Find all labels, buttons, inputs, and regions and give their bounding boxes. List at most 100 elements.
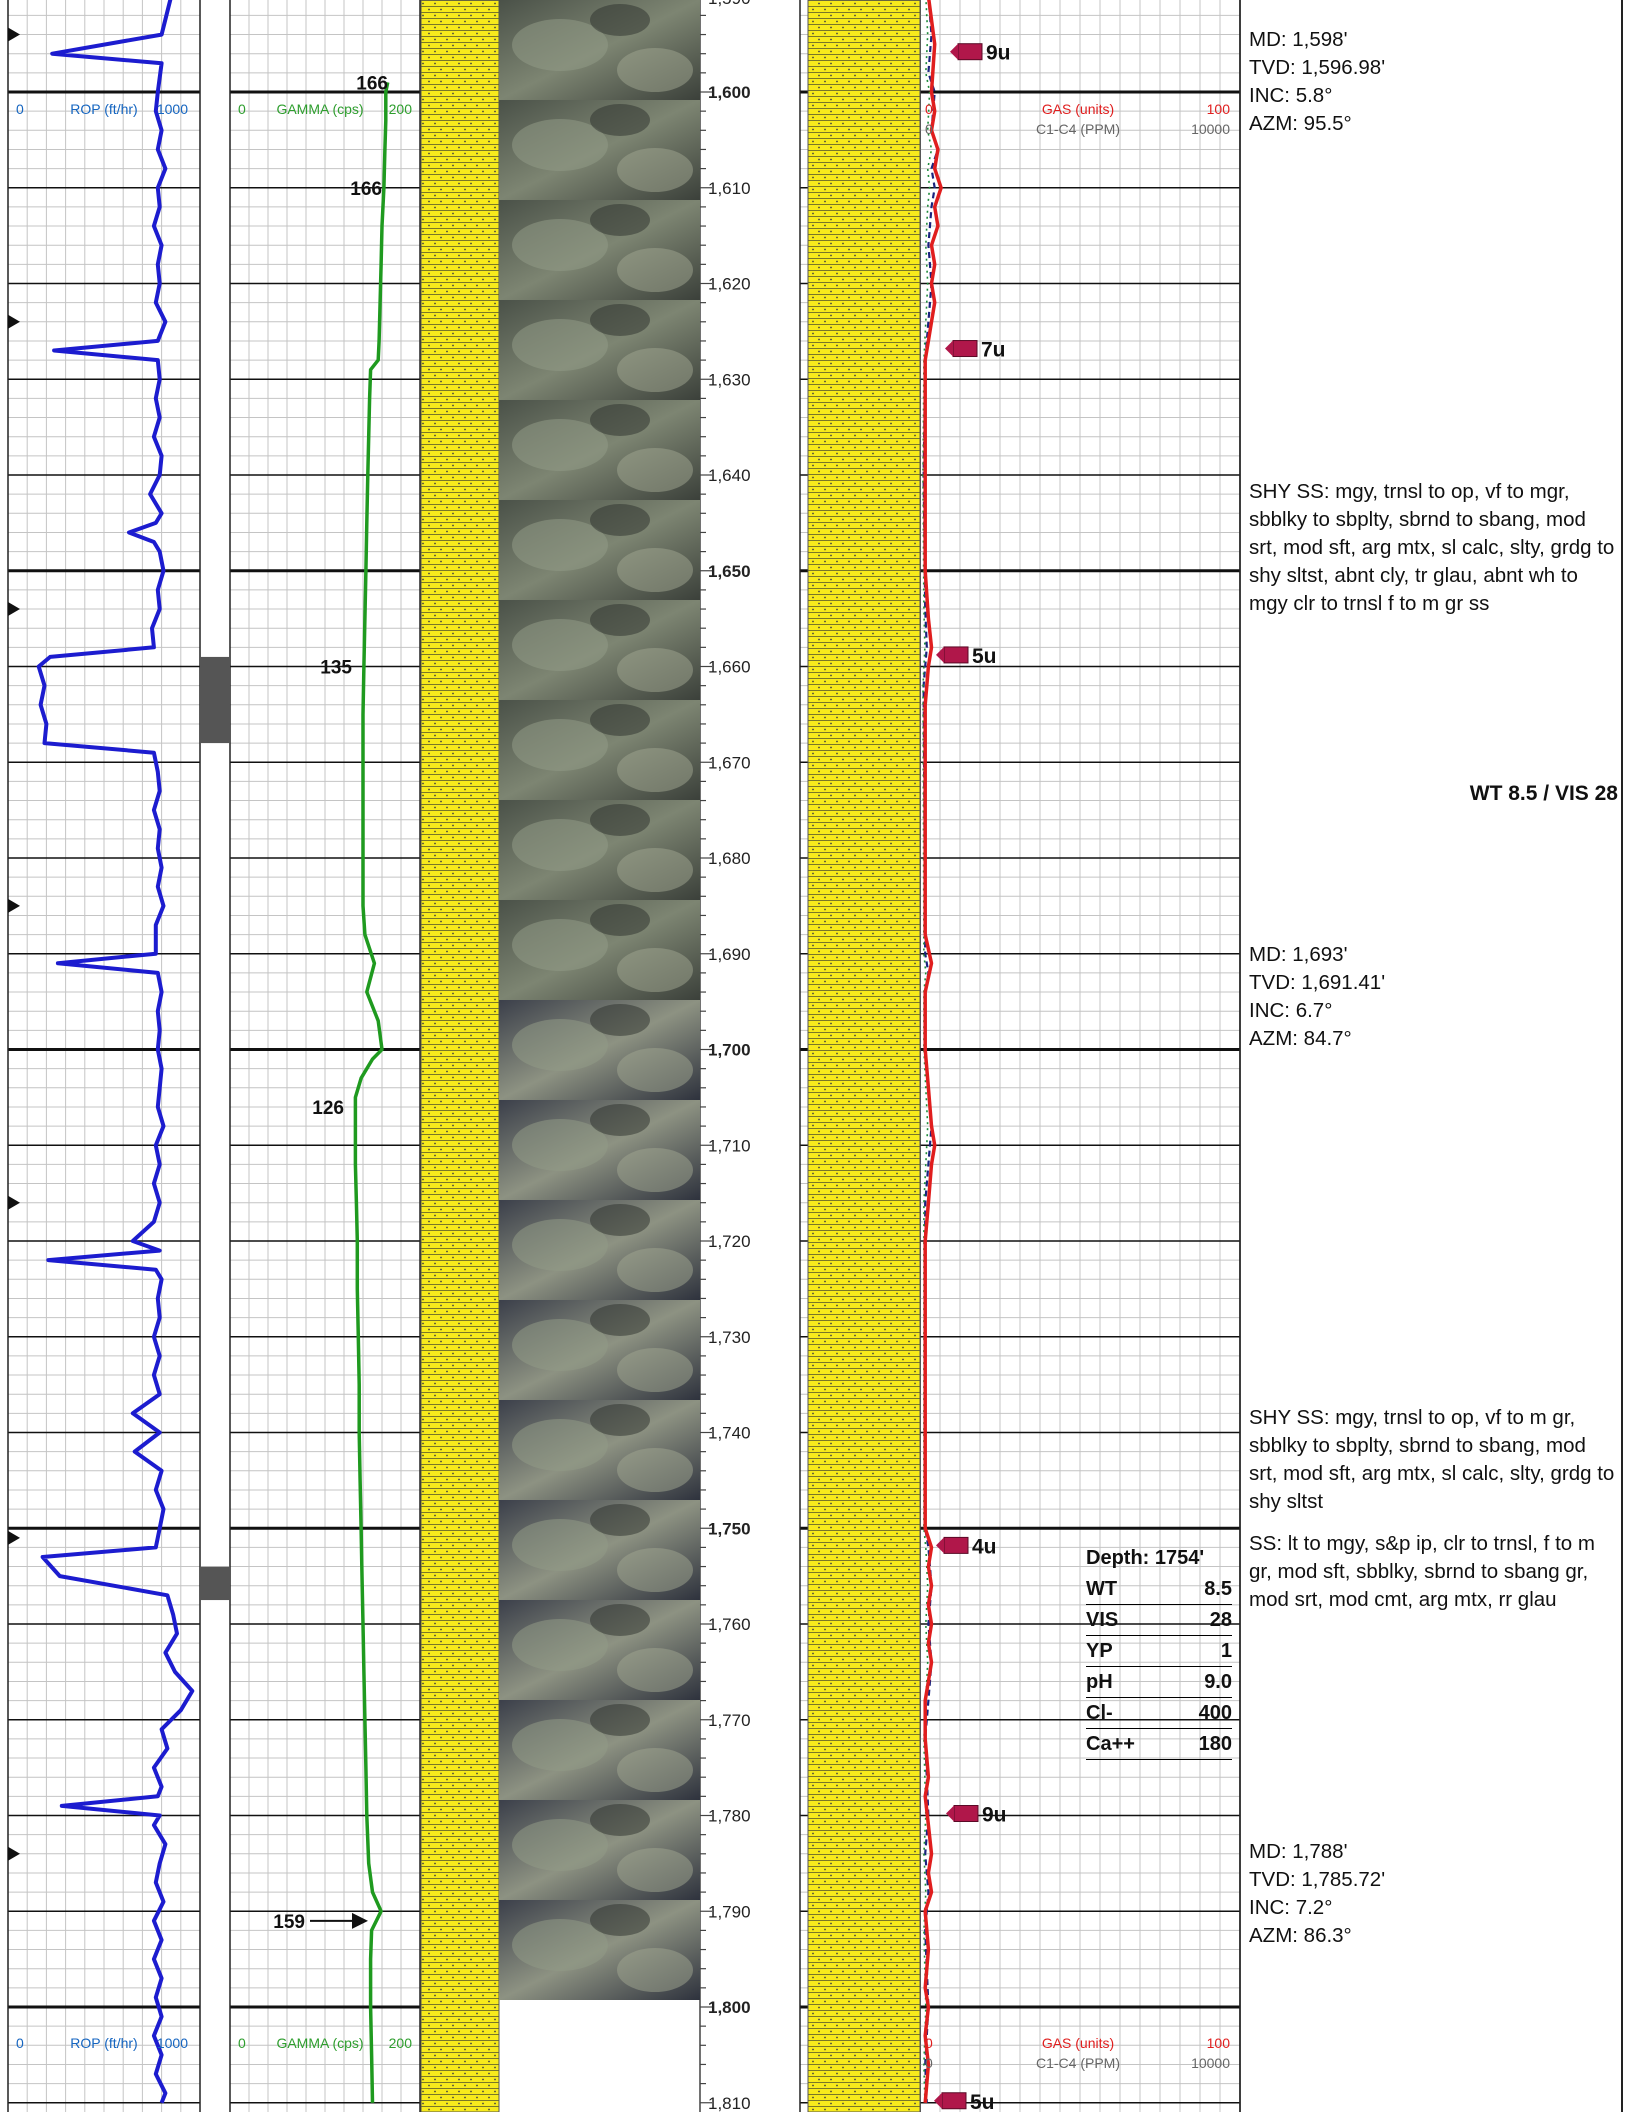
- gas-header-label: GAS (units): [1042, 101, 1114, 117]
- gas-peak-label: 7u: [981, 339, 1006, 362]
- rop-header-max: 1000: [157, 101, 188, 117]
- gamma-curve: [353, 82, 390, 2103]
- mud-value: 9.0: [1204, 1671, 1232, 1693]
- mud-check-row: pH 9.0: [1086, 1667, 1232, 1698]
- cuttings-fragment: [590, 1604, 650, 1636]
- cuttings-fragment: [590, 604, 650, 636]
- mud-check-row: Ca++ 180: [1086, 1729, 1232, 1760]
- depth-label: 1,710: [708, 1136, 751, 1155]
- sample-interval-bar: [200, 1566, 230, 1601]
- depth-label: 1,790: [708, 1902, 751, 1921]
- cuttings-fragment: [617, 1948, 693, 1992]
- cuttings-fragment: [617, 1848, 693, 1892]
- cuttings-fragment: [617, 748, 693, 792]
- cuttings-fragment: [590, 1704, 650, 1736]
- mud-key: VIS: [1086, 1609, 1119, 1631]
- gas-peak-label: 9u: [986, 42, 1011, 65]
- cuttings-fragment: [512, 419, 608, 471]
- cuttings-fragment: [590, 1204, 650, 1236]
- depth-label: 1,620: [708, 275, 751, 294]
- cuttings-fragment: [512, 1419, 608, 1471]
- bit-marker-icon: [8, 898, 20, 913]
- rop-header-min: 0: [16, 101, 24, 117]
- gamma-header-min: 0: [238, 101, 246, 117]
- depth-label: 1,770: [708, 1711, 751, 1730]
- survey-tvd: TVD: 1,785.72': [1249, 1868, 1386, 1891]
- mud-check-title: Depth: 1754': [1086, 1547, 1205, 1569]
- cuttings-fragment: [590, 204, 650, 236]
- survey-md: MD: 1,693': [1249, 943, 1348, 966]
- gas-peak-flag-point: [936, 1537, 944, 1554]
- depth-label: 1,690: [708, 945, 751, 964]
- cuttings-fragment: [617, 48, 693, 92]
- cuttings-fragment: [512, 619, 608, 671]
- survey-2: MD: 1,693' TVD: 1,691.41' INC: 6.7° AZM:…: [1249, 941, 1385, 1053]
- depth-label: 1,780: [708, 1807, 751, 1826]
- c1c4-header-label: C1-C4 (PPM): [1036, 121, 1120, 137]
- gas-peak-flag-icon: [957, 43, 983, 61]
- survey-inc: INC: 6.7°: [1249, 999, 1333, 1022]
- depth-label: 1,800: [708, 1998, 751, 2017]
- cuttings-fragment: [617, 1648, 693, 1692]
- gas-peak-flag-icon: [943, 646, 969, 664]
- bit-marker-icon: [8, 602, 20, 617]
- cuttings-fragment: [617, 948, 693, 992]
- survey-tvd: TVD: 1,596.98': [1249, 56, 1386, 79]
- cuttings-fragment: [590, 804, 650, 836]
- depth-label: 1,740: [708, 1424, 751, 1443]
- cuttings-fragment: [512, 1619, 608, 1671]
- cuttings-fragment: [590, 1804, 650, 1836]
- gas-header-min: 0: [925, 101, 933, 117]
- survey-inc: INC: 7.2°: [1249, 1896, 1333, 1919]
- cuttings-fragment: [617, 648, 693, 692]
- cuttings-fragment: [590, 304, 650, 336]
- depth-label: 1,700: [708, 1041, 751, 1060]
- mud-value: 8.5: [1204, 1578, 1232, 1600]
- gas-peak-flag-icon: [941, 2092, 967, 2110]
- depth-label: 1,680: [708, 849, 751, 868]
- cuttings-fragment: [617, 1048, 693, 1092]
- cuttings-fragment: [617, 448, 693, 492]
- c1c4-header-min: 0: [925, 2055, 933, 2071]
- gamma-header-label: GAMMA (cps): [276, 2035, 363, 2051]
- bit-marker-icon: [8, 314, 20, 329]
- gamma-header-min: 0: [238, 2035, 246, 2051]
- gamma-header-max: 200: [389, 101, 413, 117]
- cuttings-fragment: [512, 1019, 608, 1071]
- mud-weight-viscosity-note: WT 8.5 / VIS 28: [1469, 782, 1618, 805]
- depth-label-partial: 1,590: [708, 0, 751, 8]
- cuttings-fragment: [590, 1404, 650, 1436]
- gamma-annotation: 159: [273, 1912, 305, 1933]
- gamma-annotation: 126: [312, 1098, 344, 1119]
- cuttings-fragment: [512, 319, 608, 371]
- survey-md: MD: 1,788': [1249, 1840, 1348, 1863]
- gas-header-max: 100: [1207, 101, 1231, 117]
- depth-label: 1,760: [708, 1615, 751, 1634]
- cuttings-fragment: [512, 819, 608, 871]
- cuttings-fragment: [617, 1448, 693, 1492]
- mud-key: Cl-: [1086, 1702, 1113, 1724]
- survey-azm: AZM: 95.5°: [1249, 112, 1352, 135]
- cuttings-fragment: [617, 148, 693, 192]
- gas-peak-flag-point: [934, 2092, 942, 2109]
- survey-tvd: TVD: 1,691.41': [1249, 971, 1386, 994]
- mud-check-row: Cl- 400: [1086, 1698, 1232, 1729]
- bit-marker-icon: [8, 27, 20, 42]
- cuttings-fragment: [590, 404, 650, 436]
- label-layer: 1,590 1,600 1,610 1,620 1,630 1,640 1,650 1,660…: [16, 0, 1230, 2112]
- cuttings-fragment: [617, 1348, 693, 1392]
- survey-azm: AZM: 86.3°: [1249, 1924, 1352, 1947]
- cuttings-fragment: [512, 19, 608, 71]
- gas-curve: [923, 0, 943, 2103]
- cuttings-fragment: [512, 1719, 608, 1771]
- c1c4-header-min: 0: [925, 121, 933, 137]
- mud-key: Ca++: [1086, 1733, 1135, 1755]
- gas-peak-label: 9u: [982, 1804, 1007, 1827]
- c1c4-header-label: C1-C4 (PPM): [1036, 2055, 1120, 2071]
- cuttings-fragment: [590, 504, 650, 536]
- cuttings-fragment: [590, 4, 650, 36]
- gas-header-min: 0: [925, 2035, 933, 2051]
- lithology-description-3: SS: lt to mgy, s&p ip, clr to trnsl, f t…: [1249, 1532, 1595, 1611]
- gamma-annotation: 135: [320, 658, 352, 679]
